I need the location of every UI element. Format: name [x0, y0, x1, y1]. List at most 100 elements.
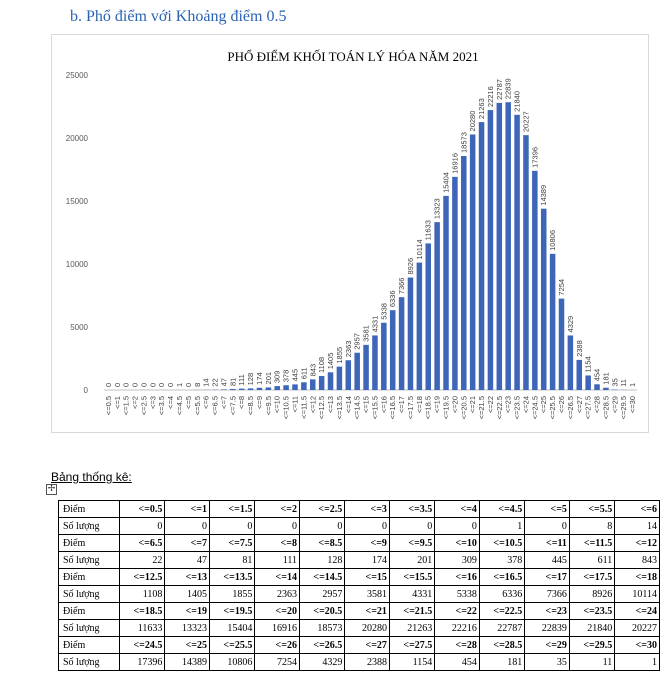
- table-move-handle-icon[interactable]: ✢: [46, 484, 57, 495]
- score-cell: <=27.5: [388, 636, 436, 654]
- bar: [523, 135, 529, 390]
- bar: [576, 359, 583, 390]
- bar-data-label: 22216: [486, 86, 495, 107]
- y-tick-label: 20000: [66, 134, 89, 143]
- x-tick-label: <=2: [131, 396, 140, 409]
- x-tick-label: <=7: [219, 396, 228, 409]
- count-cell: 0: [254, 517, 300, 535]
- bar: [549, 253, 556, 390]
- count-cell: 0: [388, 517, 436, 535]
- statistics-table-body: Điểm <=0.5 <=1 <=1.5 <=2 <=2.5 <=3 <=3.5 <=4 <=4.…: [58, 500, 660, 671]
- bar-data-label: 8: [193, 383, 202, 387]
- chart-title: PHỔ ĐIỂM KHỐI TOÁN LÝ HÓA NĂM 2021: [227, 49, 478, 64]
- bar-data-label: 16916: [450, 153, 459, 174]
- count-cell: 1108: [118, 585, 166, 603]
- bar-data-label: 11633: [424, 220, 433, 240]
- count-cell: 1: [478, 517, 526, 535]
- count-cell: 14389: [164, 653, 210, 671]
- count-cell: 13323: [164, 619, 210, 637]
- count-cell: 10806: [208, 653, 256, 671]
- x-tick-label: <=21: [468, 396, 477, 413]
- bar: [354, 352, 360, 390]
- score-cell: <=26.5: [298, 636, 346, 654]
- bar: [585, 375, 591, 390]
- count-cell: 21840: [568, 619, 616, 637]
- bar-data-label: 0: [148, 383, 157, 387]
- x-tick-label: <=12.5: [317, 396, 326, 419]
- bar-data-label: 81: [228, 378, 237, 386]
- bar: [265, 387, 272, 390]
- bar-data-label: 611: [299, 367, 308, 379]
- table-row-scores: Điểm <=24.5 <=25 <=25.5 <=26 <=26.5 <=27 <=27.5…: [58, 636, 660, 654]
- x-tick-label: <=7.5: [228, 396, 237, 415]
- y-tick-label: 25000: [66, 71, 89, 80]
- x-tick-label: <=15.5: [370, 396, 379, 419]
- bar: [514, 114, 520, 390]
- bar-data-label: 454: [593, 369, 602, 382]
- score-cell: <=15.5: [388, 568, 436, 586]
- score-cell: <=21: [344, 602, 390, 620]
- row-label-count: Số lượng: [58, 619, 120, 637]
- bar-data-label: 10114: [415, 239, 424, 259]
- score-cell: <=5: [524, 500, 570, 518]
- score-cell: <=24.5: [118, 636, 166, 654]
- count-cell: 0: [344, 517, 390, 535]
- bar-data-label: 0: [104, 383, 113, 387]
- x-tick-label: <=9.5: [264, 396, 273, 415]
- table-row-counts: Số lượng 17396 14389 10806 7254 4329 2388 1154 4…: [58, 653, 660, 671]
- bar-data-label: 35: [610, 378, 619, 386]
- score-cell: <=27: [344, 636, 390, 654]
- count-cell: 843: [614, 551, 660, 569]
- bar-data-label: 7366: [397, 278, 406, 295]
- count-cell: 2957: [298, 585, 346, 603]
- x-tick-label: <=20.5: [459, 396, 468, 419]
- bar-data-label: 6336: [388, 290, 397, 307]
- bar: [425, 243, 431, 390]
- x-tick-label: <=9: [255, 396, 264, 409]
- bar-data-label: 14389: [539, 185, 548, 206]
- count-cell: 111: [254, 551, 300, 569]
- bar-data-label: 378: [282, 370, 291, 383]
- bar: [567, 335, 574, 390]
- bar-data-label: 1108: [317, 357, 326, 373]
- x-tick-label: <=30: [628, 396, 637, 413]
- count-cell: 22: [118, 551, 166, 569]
- x-tick-label: <=5.5: [193, 396, 202, 415]
- bar-data-label: 309: [273, 371, 282, 384]
- count-cell: 22787: [478, 619, 526, 637]
- x-tick-label: <=13.5: [335, 396, 344, 419]
- x-tick-label: <=24: [521, 396, 530, 413]
- x-tick-label: <=17.5: [406, 396, 415, 419]
- bar-data-label: 445: [290, 369, 299, 382]
- score-cell: <=22.5: [478, 602, 526, 620]
- bar-data-label: 2388: [575, 340, 584, 357]
- x-tick-label: <=5: [184, 396, 193, 409]
- table-row-counts: Số lượng 22 47 81 111 128 174 201 309 378 445 611 84…: [58, 551, 660, 569]
- score-cell: <=18.5: [118, 602, 166, 620]
- score-cell: <=9.5: [388, 534, 436, 552]
- score-cell: <=0.5: [118, 500, 166, 518]
- bar: [363, 344, 369, 390]
- score-cell: <=7.5: [208, 534, 256, 552]
- score-cell: <=1.5: [208, 500, 256, 518]
- bar: [292, 384, 298, 390]
- bar-data-label: 13323: [433, 198, 442, 219]
- bar-data-label: 2957: [353, 333, 362, 350]
- count-cell: 0: [298, 517, 346, 535]
- count-cell: 0: [434, 517, 480, 535]
- bar-data-label: 22787: [495, 79, 504, 100]
- table-row-counts: Số lượng 0 0 0 0 0 0 0 0 1 0 8 14: [58, 517, 660, 535]
- score-cell: <=22: [434, 602, 480, 620]
- bar-data-label: 15404: [442, 172, 451, 193]
- x-tick-label: <=27: [575, 396, 584, 413]
- bar-data-label: 14: [202, 378, 211, 386]
- count-cell: 17396: [118, 653, 166, 671]
- bar: [452, 176, 458, 390]
- x-tick-label: <=11.5: [299, 396, 308, 419]
- x-tick-label: <=1.5: [122, 396, 131, 415]
- x-tick-label: <=28: [593, 396, 602, 413]
- x-tick-label: <=28.5: [601, 396, 610, 419]
- bar-data-label: 8926: [406, 258, 415, 275]
- row-label-score: Điểm: [58, 568, 120, 586]
- bar-data-label: 3581: [362, 325, 371, 342]
